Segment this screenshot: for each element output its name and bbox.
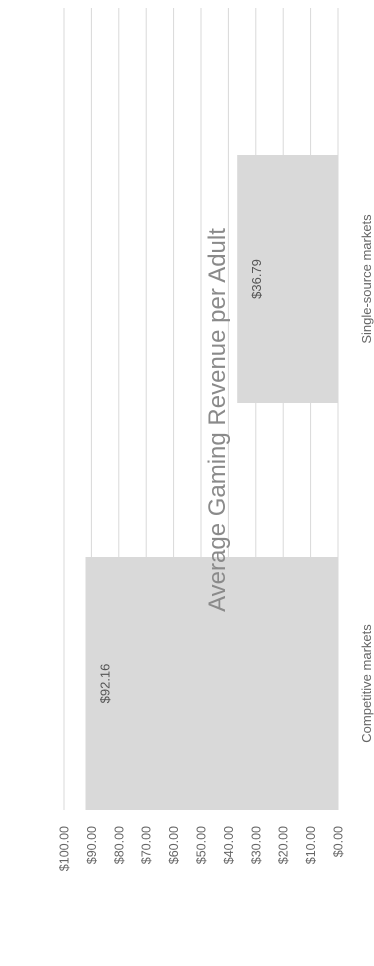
chart-title: Average Gaming Revenue per Adult — [204, 228, 231, 612]
y-tick-label: $50.00 — [195, 826, 209, 864]
y-tick-label: $80.00 — [112, 826, 126, 864]
data-label: $92.16 — [97, 664, 112, 704]
y-tick-labels: $0.00 $10.00 $20.00 $30.00 $40.00 $50.00 $60.0… — [58, 826, 346, 871]
bar — [85, 557, 338, 810]
y-tick-label: $100.00 — [58, 826, 72, 871]
y-tick-label: $10.00 — [304, 826, 318, 864]
category-labels: Competitive markets Single-source markets — [359, 214, 374, 743]
y-tick-label: $20.00 — [277, 826, 291, 864]
data-labels: $92.16 $36.79 — [97, 259, 264, 703]
y-tick-label: $60.00 — [167, 826, 181, 864]
y-tick-label: $30.00 — [249, 826, 263, 864]
category-label: Single-source markets — [359, 214, 374, 344]
y-tick-label: $40.00 — [222, 826, 236, 864]
bar — [237, 155, 338, 403]
y-tick-label: $0.00 — [332, 826, 346, 857]
y-tick-label: $70.00 — [140, 826, 154, 864]
category-label: Competitive markets — [359, 624, 374, 743]
data-label: $36.79 — [249, 259, 264, 299]
bars — [85, 155, 338, 810]
y-tick-label: $90.00 — [85, 826, 99, 864]
